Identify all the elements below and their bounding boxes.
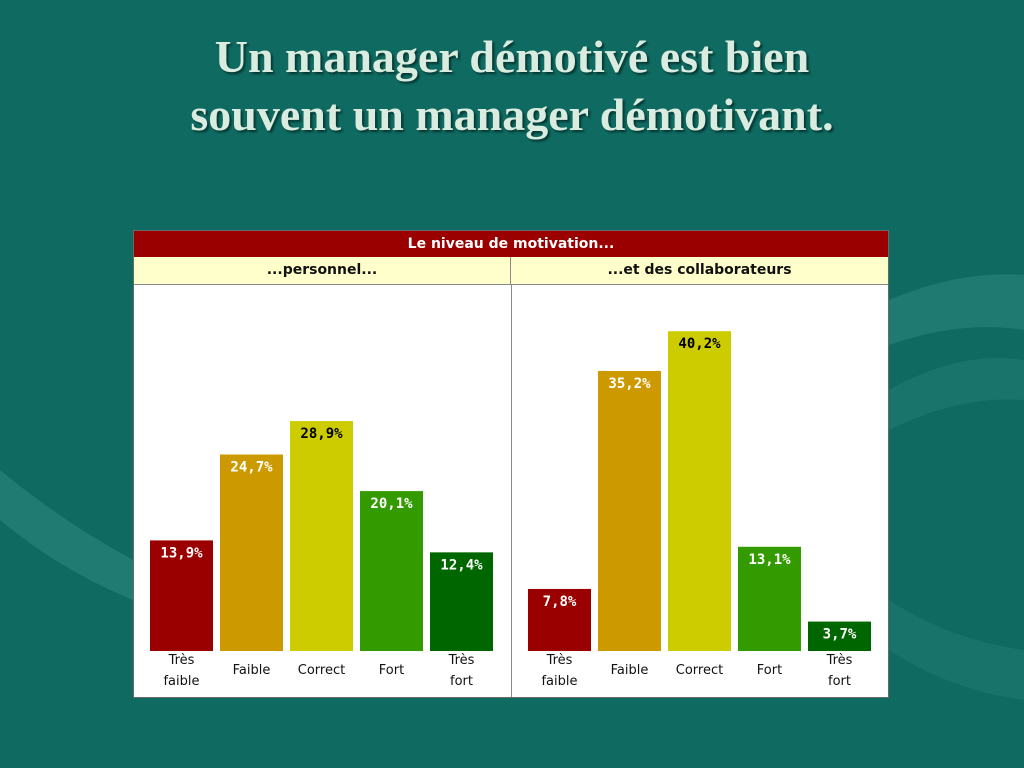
category-label-1-3: Correct — [298, 663, 345, 678]
category-label-1-4: Fort — [379, 663, 404, 678]
data-label-2-1: 7,8% — [543, 594, 577, 610]
panel-header: Le niveau de motivation... — [134, 231, 888, 257]
bar-1-5 — [430, 552, 493, 651]
category-label-1-1-line-1: Très — [168, 653, 195, 668]
right-chart-subtitle: ...et des collaborateurs — [511, 257, 888, 285]
category-label-2-5-line-1: Très — [826, 653, 853, 668]
slide-title-line-1: Un manager démotivé est bien — [214, 31, 810, 82]
bar-1-4 — [360, 491, 423, 651]
bar-2-1 — [528, 588, 591, 651]
data-label-1-3: 28,9% — [300, 426, 343, 442]
category-label-2-1-line-2: faible — [541, 674, 577, 689]
chart-panel: Le niveau de motivation... ...personnel.… — [133, 230, 889, 698]
category-label-2-3: Correct — [676, 663, 723, 678]
data-label-2-2: 35,2% — [608, 376, 651, 392]
data-label-2-3: 40,2% — [678, 336, 721, 352]
slide-title: Un manager démotivé est bien souvent un … — [40, 28, 984, 144]
category-label-2-5-line-2: fort — [828, 674, 851, 689]
bar-1-3 — [290, 421, 353, 651]
bar-2-4 — [738, 546, 801, 651]
bar-1-1 — [150, 540, 213, 651]
category-label-2-2: Faible — [611, 663, 649, 678]
category-label-1-2: Faible — [233, 663, 271, 678]
bar-2-2 — [598, 370, 661, 651]
data-label-1-2: 24,7% — [230, 459, 273, 475]
data-label-2-5: 3,7% — [823, 627, 857, 643]
bar-2-3 — [668, 331, 731, 651]
category-label-1-5-line-1: Très — [448, 653, 475, 668]
bar-charts: 13,9% Très faible 24,7% Faible 28,9% Correct 20… — [150, 331, 871, 689]
slide-title-line-2: souvent un manager démotivant. — [190, 89, 834, 140]
category-label-2-4: Fort — [757, 663, 782, 678]
data-label-1-5: 12,4% — [440, 557, 483, 573]
data-label-1-1: 13,9% — [160, 545, 203, 561]
category-label-2-1-line-1: Très — [546, 653, 573, 668]
data-label-1-4: 20,1% — [370, 496, 413, 512]
bar-2-5 — [808, 621, 871, 651]
data-label-2-4: 13,1% — [748, 552, 791, 568]
category-label-1-1-line-2: faible — [163, 674, 199, 689]
chart-divider — [511, 285, 512, 697]
left-chart-subtitle: ...personnel... — [134, 257, 511, 285]
category-label-1-5-line-2: fort — [450, 674, 473, 689]
bar-1-2 — [220, 454, 283, 651]
